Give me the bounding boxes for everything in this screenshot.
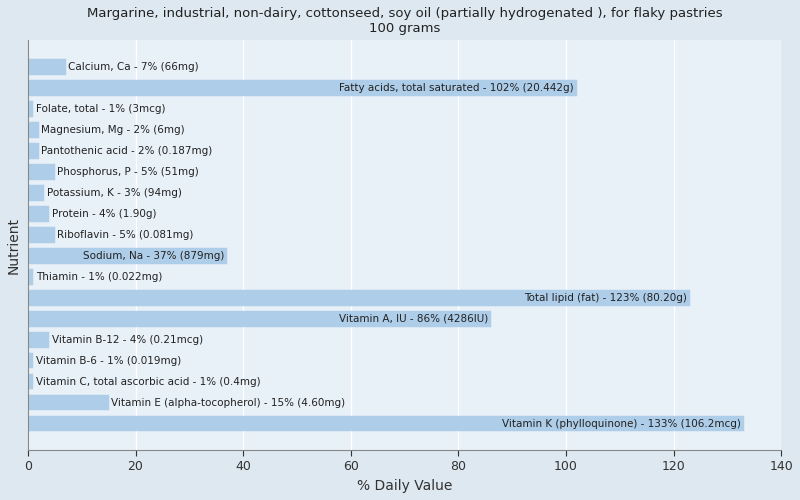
Text: Calcium, Ca - 7% (66mg): Calcium, Ca - 7% (66mg) [68, 62, 199, 72]
Bar [28, 352, 34, 368]
Bar [28, 80, 577, 96]
Bar [28, 59, 66, 74]
Bar [28, 374, 34, 390]
Bar [28, 394, 109, 410]
Bar [28, 332, 50, 347]
Bar [28, 206, 50, 222]
X-axis label: % Daily Value: % Daily Value [357, 479, 452, 493]
Text: Vitamin B-12 - 4% (0.21mcg): Vitamin B-12 - 4% (0.21mcg) [52, 334, 203, 344]
Text: Folate, total - 1% (3mcg): Folate, total - 1% (3mcg) [36, 104, 166, 114]
Text: Sodium, Na - 37% (879mg): Sodium, Na - 37% (879mg) [83, 250, 224, 260]
Text: Vitamin K (phylloquinone) - 133% (106.2mcg): Vitamin K (phylloquinone) - 133% (106.2m… [502, 418, 741, 428]
Bar [28, 185, 44, 200]
Text: Total lipid (fat) - 123% (80.20g): Total lipid (fat) - 123% (80.20g) [524, 292, 687, 302]
Text: Pantothenic acid - 2% (0.187mg): Pantothenic acid - 2% (0.187mg) [42, 146, 213, 156]
Text: Vitamin A, IU - 86% (4286IU): Vitamin A, IU - 86% (4286IU) [338, 314, 488, 324]
Text: Vitamin E (alpha-tocopherol) - 15% (4.60mg): Vitamin E (alpha-tocopherol) - 15% (4.60… [111, 398, 346, 407]
Bar [28, 101, 34, 116]
Text: Magnesium, Mg - 2% (6mg): Magnesium, Mg - 2% (6mg) [42, 124, 185, 134]
Title: Margarine, industrial, non-dairy, cottonseed, soy oil (partially hydrogenated ),: Margarine, industrial, non-dairy, cotton… [86, 7, 722, 35]
Bar [28, 311, 490, 326]
Bar [28, 227, 54, 242]
Bar [28, 290, 690, 306]
Bar [28, 248, 227, 264]
Text: Potassium, K - 3% (94mg): Potassium, K - 3% (94mg) [46, 188, 182, 198]
Text: Fatty acids, total saturated - 102% (20.442g): Fatty acids, total saturated - 102% (20.… [339, 83, 574, 93]
Bar [28, 269, 34, 284]
Text: Riboflavin - 5% (0.081mg): Riboflavin - 5% (0.081mg) [58, 230, 194, 239]
Text: Vitamin B-6 - 1% (0.019mg): Vitamin B-6 - 1% (0.019mg) [36, 356, 182, 366]
Text: Phosphorus, P - 5% (51mg): Phosphorus, P - 5% (51mg) [58, 166, 199, 176]
Text: Vitamin C, total ascorbic acid - 1% (0.4mg): Vitamin C, total ascorbic acid - 1% (0.4… [36, 376, 261, 386]
Bar [28, 122, 38, 138]
Bar [28, 416, 743, 432]
Text: Protein - 4% (1.90g): Protein - 4% (1.90g) [52, 208, 157, 218]
Bar [28, 143, 38, 158]
Text: Thiamin - 1% (0.022mg): Thiamin - 1% (0.022mg) [36, 272, 162, 281]
Bar [28, 164, 54, 180]
Y-axis label: Nutrient: Nutrient [7, 216, 21, 274]
